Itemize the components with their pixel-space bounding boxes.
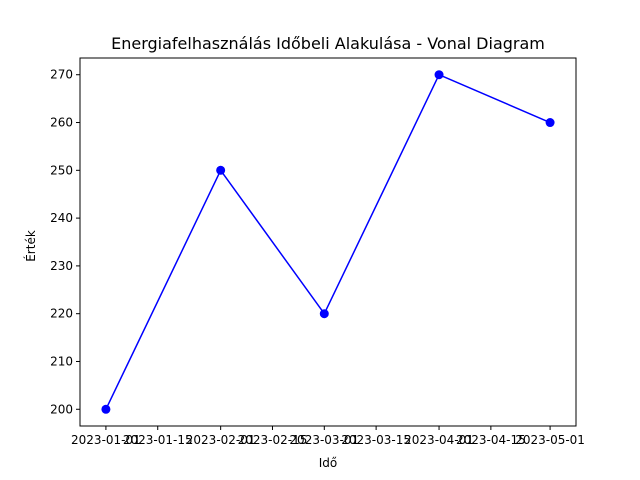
y-tick-label: 270: [50, 68, 73, 82]
x-tick-label: 2023-03-15: [341, 433, 411, 447]
data-point: [101, 404, 111, 414]
y-tick-label: 220: [50, 307, 73, 321]
y-tick-label: 240: [50, 211, 73, 225]
x-tick-label: 2023-02-15: [238, 433, 308, 447]
y-axis-label: Érték: [23, 230, 38, 262]
data-point: [434, 70, 444, 80]
data-point: [319, 309, 329, 319]
x-tick-label: 2023-02-01: [186, 433, 256, 447]
x-tick-label: 2023-04-01: [404, 433, 474, 447]
axes-frame: [79, 57, 577, 427]
y-tick-label: 210: [50, 354, 73, 368]
x-tick-label: 2023-04-15: [456, 433, 526, 447]
data-point: [216, 165, 226, 175]
y-tick-label: 230: [50, 259, 73, 273]
x-tick-label: 2023-01-01: [71, 433, 141, 447]
x-tick-label: 2023-03-01: [289, 433, 359, 447]
x-tick-label: 2023-05-01: [515, 433, 585, 447]
y-tick-label: 260: [50, 116, 73, 130]
x-tick-label: 2023-01-15: [123, 433, 193, 447]
y-tick-label: 250: [50, 163, 73, 177]
plot-area: 2023-01-012023-01-152023-02-012023-02-15…: [50, 57, 585, 447]
y-tick-label: 200: [50, 402, 73, 416]
chart-title: Energiafelhasználás Időbeli Alakulása - …: [111, 34, 545, 53]
data-point: [545, 118, 555, 128]
x-axis-label: Idő: [319, 456, 338, 470]
